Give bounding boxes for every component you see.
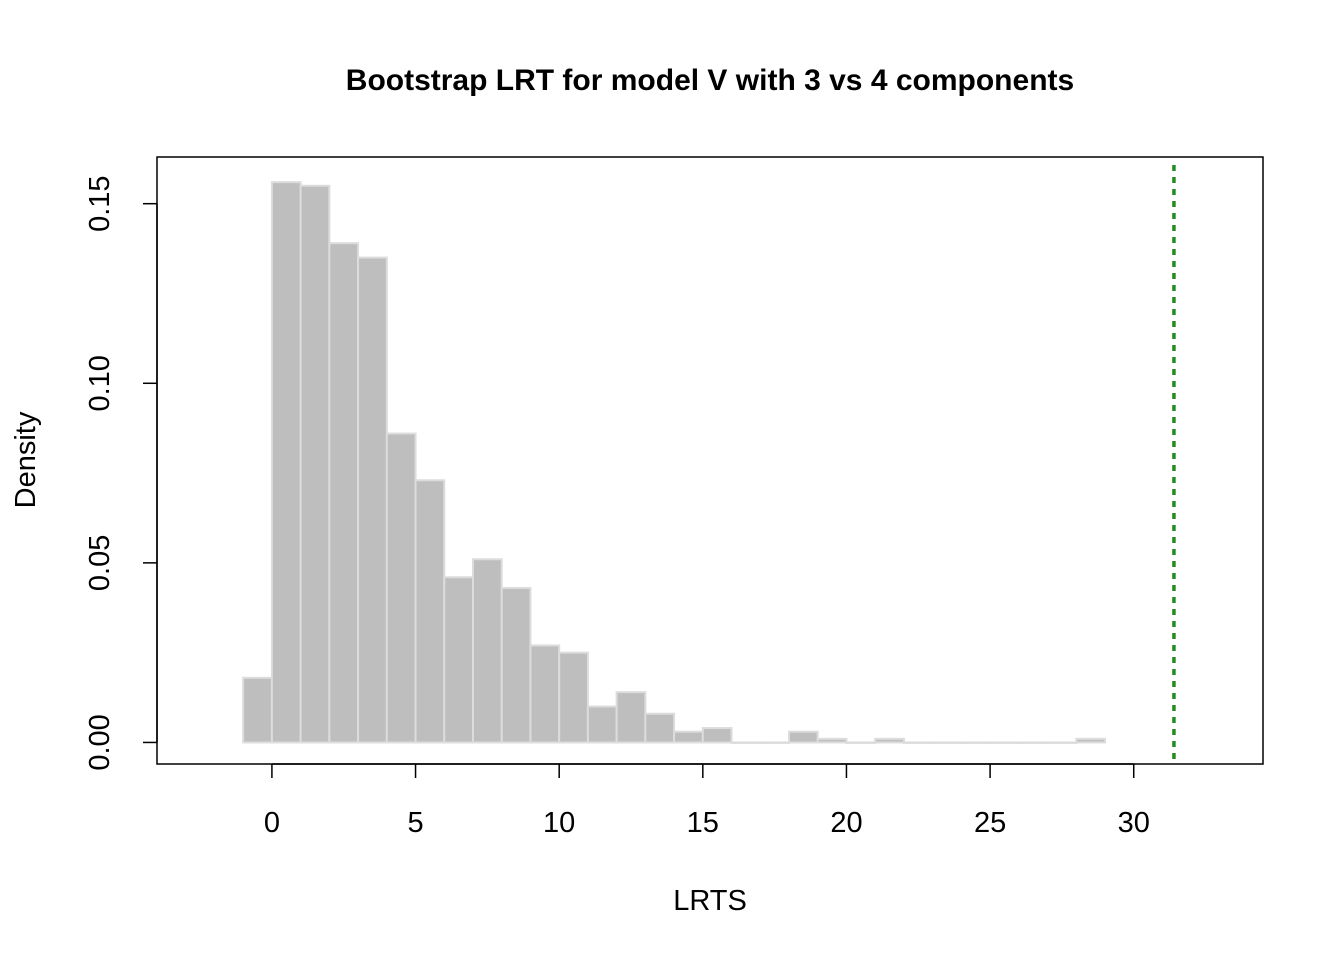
y-axis: 0.00 0.05 0.10 0.15 (84, 175, 158, 771)
y-tick-label: 0.15 (84, 175, 116, 231)
histogram-bar (357, 256, 388, 744)
x-tick-label: 15 (687, 807, 719, 839)
histogram-bar (529, 644, 561, 744)
y-tick-label: 0.00 (84, 714, 116, 770)
histogram-bar (328, 242, 360, 744)
histogram-bar (270, 181, 302, 744)
y-tick-label: 0.05 (84, 535, 116, 591)
histogram-bar (902, 741, 934, 744)
histogram-bar (414, 479, 446, 744)
histogram-bar (242, 676, 273, 744)
histogram-bar (701, 727, 733, 744)
y-axis-label: Density (10, 411, 42, 508)
histogram-bar (673, 730, 704, 744)
histogram-bar (1046, 741, 1078, 744)
histogram-bar (960, 741, 992, 744)
x-tick-label: 30 (1118, 807, 1150, 839)
x-tick-label: 20 (830, 807, 862, 839)
histogram-bar (385, 432, 417, 744)
histogram-bar (1075, 737, 1106, 744)
histogram-bar (1017, 741, 1049, 744)
histogram-bar (931, 741, 963, 744)
x-tick-label: 0 (264, 807, 280, 839)
histogram-bar (730, 741, 762, 744)
histogram-bar (788, 730, 819, 744)
histogram-bar (644, 712, 676, 744)
histogram-bar (615, 691, 647, 744)
histogram-bar (989, 741, 1020, 744)
histogram-bar (845, 741, 877, 744)
histogram-bar (472, 558, 503, 744)
histogram-bars (242, 181, 1106, 744)
x-tick-label: 10 (543, 807, 575, 839)
histogram-bar (443, 576, 475, 744)
x-tick-label: 5 (407, 807, 423, 839)
y-tick-label: 0.10 (84, 355, 116, 411)
x-axis-label: LRTS (673, 885, 747, 917)
histogram-bar (586, 705, 618, 744)
histogram-bar (874, 737, 905, 744)
histogram-bar (299, 184, 331, 744)
histogram-bar (816, 737, 848, 744)
chart-title: Bootstrap LRT for model V with 3 vs 4 co… (346, 64, 1074, 97)
x-axis: 0 5 10 15 20 25 30 (264, 763, 1150, 839)
histogram-bar (759, 741, 790, 744)
x-tick-label: 25 (974, 807, 1006, 839)
histogram-bar (558, 651, 589, 744)
histogram-bar (500, 587, 532, 744)
